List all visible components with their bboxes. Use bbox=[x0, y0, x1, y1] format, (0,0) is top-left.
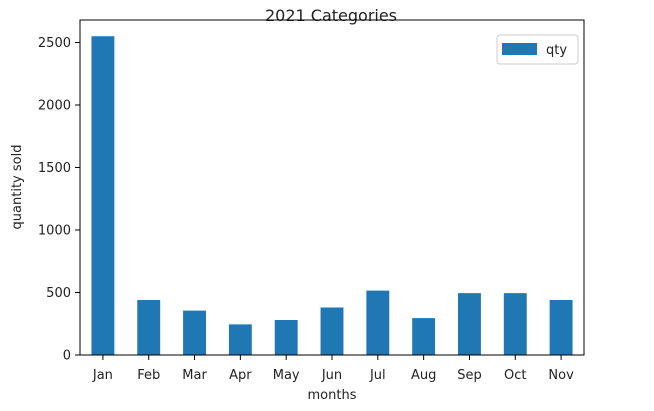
x-tick-label: Jun bbox=[321, 368, 342, 383]
bar-jul bbox=[366, 290, 390, 355]
legend-box bbox=[496, 34, 579, 65]
x-tick-label: Jul bbox=[369, 368, 386, 383]
legend-label: qty bbox=[546, 43, 567, 58]
plot-area bbox=[91, 36, 573, 355]
y-axis: 0 500 1000 1500 2000 2500 bbox=[38, 36, 80, 364]
bar-feb bbox=[137, 300, 161, 355]
y-tick-label: 1000 bbox=[38, 224, 71, 239]
bar-mar bbox=[183, 310, 206, 355]
x-tick-label: Nov bbox=[548, 368, 574, 383]
y-tick-label: 500 bbox=[46, 286, 71, 301]
y-axis-label: quantity sold bbox=[10, 145, 25, 230]
bar-aug bbox=[412, 318, 436, 355]
x-tick-label: Mar bbox=[182, 368, 207, 383]
x-tick-label: May bbox=[273, 368, 300, 383]
y-tick-label: 1500 bbox=[38, 161, 71, 176]
x-tick-label: Apr bbox=[229, 368, 252, 383]
legend-swatch bbox=[502, 43, 537, 55]
y-tick-label: 2500 bbox=[38, 36, 71, 51]
x-axis: Jan Feb Mar Apr May Jun Jul Aug Sep Oct Nov bbox=[92, 355, 574, 383]
bar-nov bbox=[549, 300, 573, 355]
y-tick-label: 2000 bbox=[38, 99, 71, 114]
bar-sep bbox=[458, 293, 481, 355]
x-tick-label: Oct bbox=[504, 368, 526, 383]
bar-jun bbox=[320, 307, 344, 355]
x-tick-label: Aug bbox=[411, 368, 436, 383]
x-tick-label: Feb bbox=[137, 368, 160, 383]
y-tick-label: 0 bbox=[63, 349, 71, 364]
chart-title: 2021 Categories bbox=[265, 6, 397, 25]
bar-apr bbox=[228, 324, 252, 355]
bar-jan bbox=[91, 36, 115, 355]
bar-oct bbox=[503, 293, 527, 355]
bar-may bbox=[274, 320, 298, 355]
x-tick-label: Jan bbox=[92, 368, 113, 383]
x-axis-label: months bbox=[308, 388, 357, 403]
legend: qty bbox=[496, 34, 579, 65]
x-tick-label: Sep bbox=[457, 368, 482, 383]
